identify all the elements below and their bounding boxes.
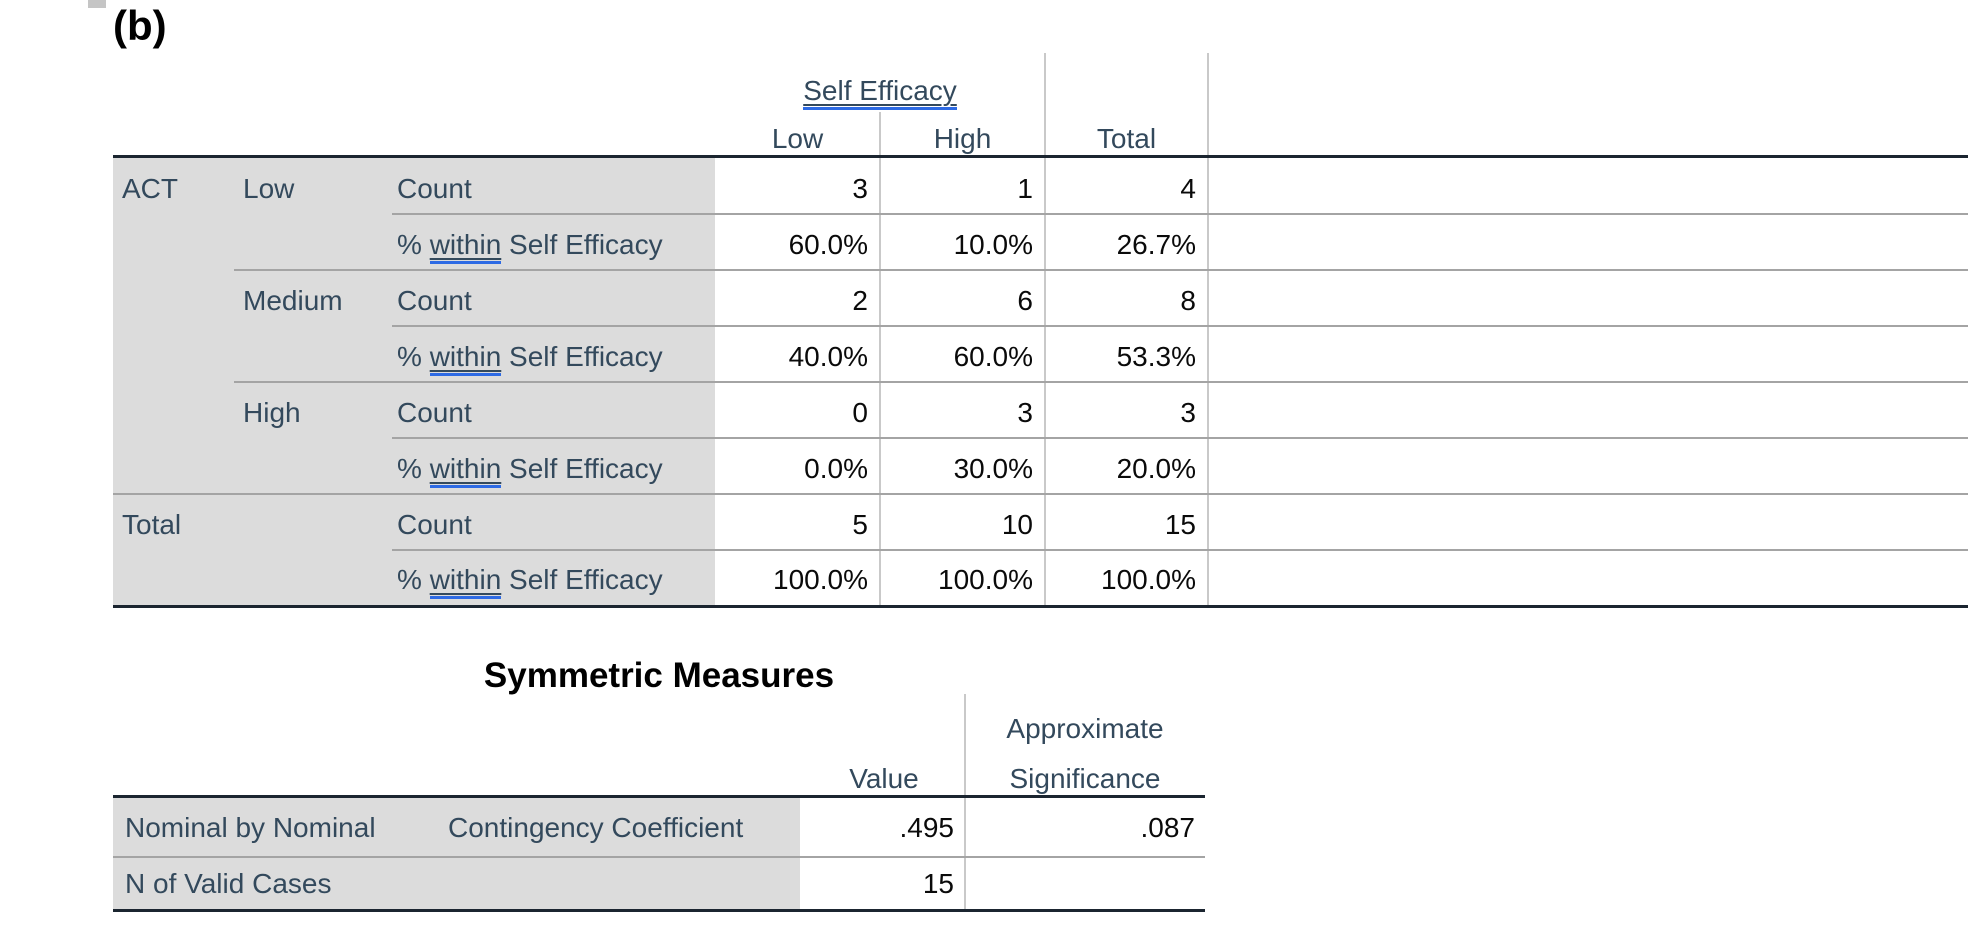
crosstab-sep-1: [392, 213, 1968, 215]
sym-row2-group: N of Valid Cases: [125, 868, 332, 899]
cell-high-pct-total: 20.0%: [1116, 453, 1196, 484]
cell-low-pct-high: 10.0%: [953, 229, 1033, 260]
sym-row1-sig: .087: [1140, 812, 1196, 843]
cell-low-count-high: 1: [1017, 173, 1033, 204]
crosstab-stat-count-1: Count: [397, 173, 472, 204]
crosstab-sep-6: [113, 493, 1968, 495]
cell-high-pct-high: 30.0%: [953, 453, 1033, 484]
cell-total-count-total: 15: [1164, 509, 1196, 540]
crosstab-sep-7: [392, 549, 1968, 551]
pct-prefix: %: [397, 564, 430, 595]
cell-high-pct-low: 0.0%: [804, 453, 868, 484]
sym-header-shading: [113, 798, 800, 909]
cell-low-pct-low: 60.0%: [788, 229, 868, 260]
sym-row1-value: .495: [899, 812, 955, 843]
crosstab-sep-2: [234, 269, 1968, 271]
sym-vline-value-sig: [964, 694, 966, 912]
sym-header-rule: [113, 795, 1205, 798]
crosstab-sep-4: [234, 381, 1968, 383]
crosstab-stat-pct-2: % within Self Efficacy: [397, 329, 663, 385]
cell-total-pct-low: 100.0%: [773, 564, 868, 595]
pct-underlined-word: within: [429, 564, 502, 599]
pct-suffix: Self Efficacy: [501, 564, 663, 595]
cell-low-count-total: 4: [1180, 173, 1196, 204]
cell-low-count-low: 3: [852, 173, 868, 204]
cell-medium-pct-low: 40.0%: [788, 341, 868, 372]
crosstab-vline-high-total: [1044, 53, 1046, 605]
crosstab-bottom-rule: [113, 605, 1968, 608]
cell-total-pct-high: 100.0%: [938, 564, 1033, 595]
pct-prefix: %: [397, 229, 430, 260]
figure-label: (b): [113, 2, 167, 49]
crosstab-cat-low: Low: [243, 173, 295, 204]
crosstab-colgroup-label: Self Efficacy: [760, 74, 1000, 110]
cell-high-count-high: 3: [1017, 397, 1033, 428]
crosstab-sep-3: [392, 325, 1968, 327]
pct-suffix: Self Efficacy: [501, 453, 663, 484]
crosstab-col-header-low: Low: [771, 123, 824, 154]
sym-row2-value: 15: [922, 868, 954, 899]
crosstab-sep-5: [392, 437, 1968, 439]
crosstab-col-header-total: Total: [1096, 123, 1157, 154]
cell-medium-pct-total: 53.3%: [1116, 341, 1196, 372]
sym-bottom-rule: [113, 909, 1205, 912]
corner-artifact: [88, 0, 106, 8]
cell-total-pct-total: 100.0%: [1101, 564, 1196, 595]
sym-col-header-approx: Approximate: [1006, 713, 1164, 744]
sym-row1-group: Nominal by Nominal: [125, 812, 376, 843]
cell-high-count-low: 0: [852, 397, 868, 428]
crosstab-stat-pct-4: % within Self Efficacy: [397, 552, 663, 608]
crosstab-vline-low-high: [879, 112, 881, 605]
cell-high-count-total: 3: [1180, 397, 1196, 428]
crosstab-row-variable: ACT: [122, 173, 178, 204]
crosstab-stat-count-3: Count: [397, 397, 472, 428]
symmetric-measures-title: Symmetric Measures: [483, 656, 835, 695]
cell-medium-count-total: 8: [1180, 285, 1196, 316]
colgroup-label-text: Self Efficacy: [803, 75, 957, 110]
pct-suffix: Self Efficacy: [501, 341, 663, 372]
cell-low-pct-total: 26.7%: [1116, 229, 1196, 260]
cell-total-count-high: 10: [1001, 509, 1033, 540]
crosstab-cat-medium: Medium: [243, 285, 343, 316]
cell-total-count-low: 5: [852, 509, 868, 540]
pct-underlined-word: within: [429, 453, 502, 488]
cell-medium-pct-high: 60.0%: [953, 341, 1033, 372]
crosstab-col-header-high: High: [933, 123, 992, 154]
crosstab-total-label: Total: [122, 509, 182, 540]
pct-prefix: %: [397, 341, 430, 372]
crosstab-vline-right-edge: [1207, 53, 1209, 605]
sym-row-separator: [113, 856, 1205, 858]
pct-prefix: %: [397, 453, 430, 484]
pct-underlined-word: within: [429, 341, 502, 376]
pct-underlined-word: within: [429, 229, 502, 264]
cell-medium-count-high: 6: [1017, 285, 1033, 316]
crosstab-stat-count-2: Count: [397, 285, 472, 316]
sym-col-header-value: Value: [849, 763, 919, 794]
crosstab-cat-high: High: [243, 397, 301, 428]
sym-col-header-sig: Significance: [1009, 763, 1161, 794]
crosstab-top-rule: [113, 155, 1968, 158]
crosstab-stat-pct-1: % within Self Efficacy: [397, 217, 663, 273]
pct-suffix: Self Efficacy: [501, 229, 663, 260]
cell-medium-count-low: 2: [852, 285, 868, 316]
sym-row1-measure: Contingency Coefficient: [448, 812, 744, 843]
crosstab-stat-count-4: Count: [397, 509, 472, 540]
crosstab-stat-pct-3: % within Self Efficacy: [397, 441, 663, 497]
